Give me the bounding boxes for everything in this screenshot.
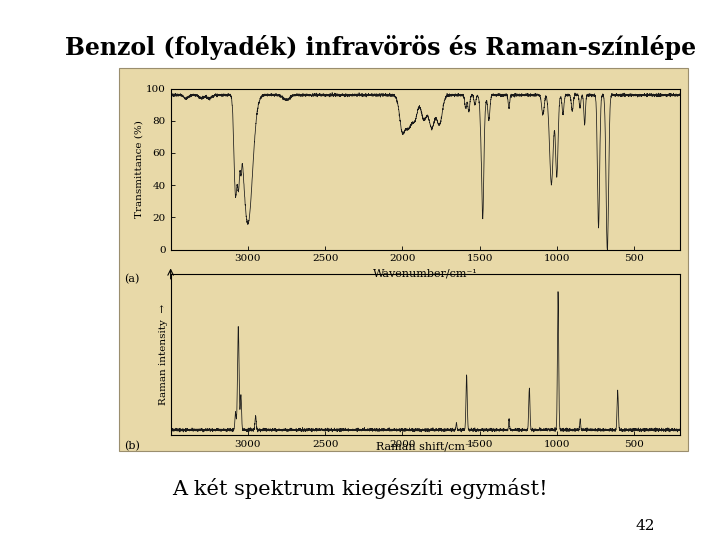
Y-axis label: Raman intensity  →: Raman intensity → bbox=[159, 303, 168, 405]
Text: Benzol (folyadék) infravörös és Raman-színlépe: Benzol (folyadék) infravörös és Raman-sz… bbox=[65, 35, 696, 60]
Text: (a): (a) bbox=[125, 274, 140, 285]
Text: (b): (b) bbox=[125, 441, 140, 452]
Text: Raman shift/cm⁻¹: Raman shift/cm⁻¹ bbox=[376, 442, 475, 451]
Text: Wavenumber/cm⁻¹: Wavenumber/cm⁻¹ bbox=[373, 269, 478, 279]
Y-axis label: Transmittance (%): Transmittance (%) bbox=[134, 120, 143, 218]
Text: A két spektrum kiegészíti egymást!: A két spektrum kiegészíti egymást! bbox=[172, 478, 548, 499]
Text: 42: 42 bbox=[636, 519, 655, 534]
